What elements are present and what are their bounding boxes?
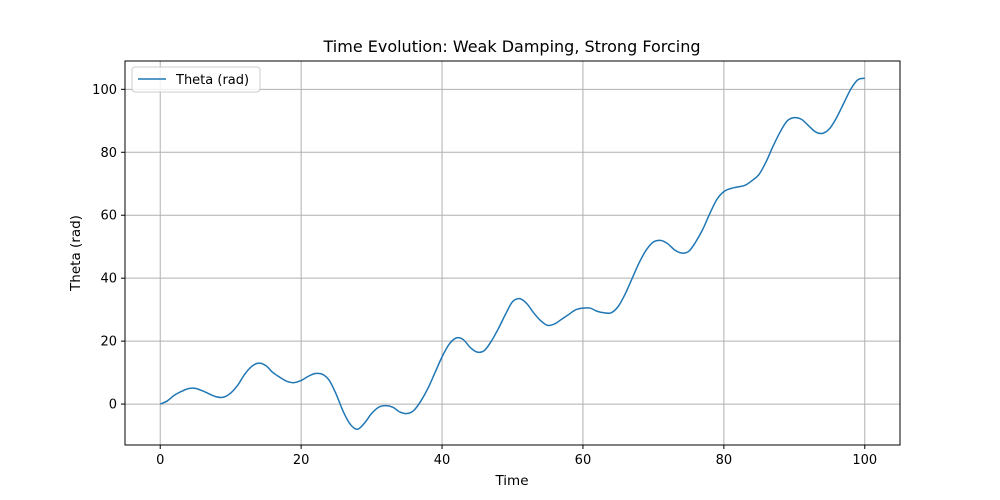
legend-entry-label: Theta (rad)	[175, 73, 249, 88]
y-tick-label: 0	[109, 398, 117, 413]
chart-title: Time Evolution: Weak Damping, Strong For…	[323, 37, 701, 56]
grid	[125, 61, 900, 445]
y-tick-label: 20	[100, 335, 117, 350]
plot-series	[159, 77, 865, 431]
y-axis-ticks: 0 20 40 60 80 100	[92, 83, 125, 413]
plot-frame	[124, 60, 901, 446]
legend-box	[131, 66, 261, 93]
y-tick-label: 40	[100, 272, 117, 287]
y-axis-label: Theta (rad)	[68, 215, 84, 292]
y-tick-label: 100	[92, 83, 117, 98]
y-tick-label: 60	[100, 209, 117, 224]
x-tick-label: 40	[434, 453, 451, 468]
x-axis-label: Time	[494, 473, 528, 489]
series-line-theta	[159, 77, 865, 431]
legend: Theta (rad)	[131, 66, 261, 93]
x-tick-label: 20	[293, 453, 310, 468]
x-tick-label: 60	[575, 453, 592, 468]
x-tick-label: 80	[716, 453, 733, 468]
y-tick-label: 80	[100, 146, 117, 161]
x-tick-label: 100	[852, 453, 877, 468]
x-tick-label: 0	[156, 453, 164, 468]
x-axis-ticks: 0 20 40 60 80 100	[156, 445, 877, 468]
